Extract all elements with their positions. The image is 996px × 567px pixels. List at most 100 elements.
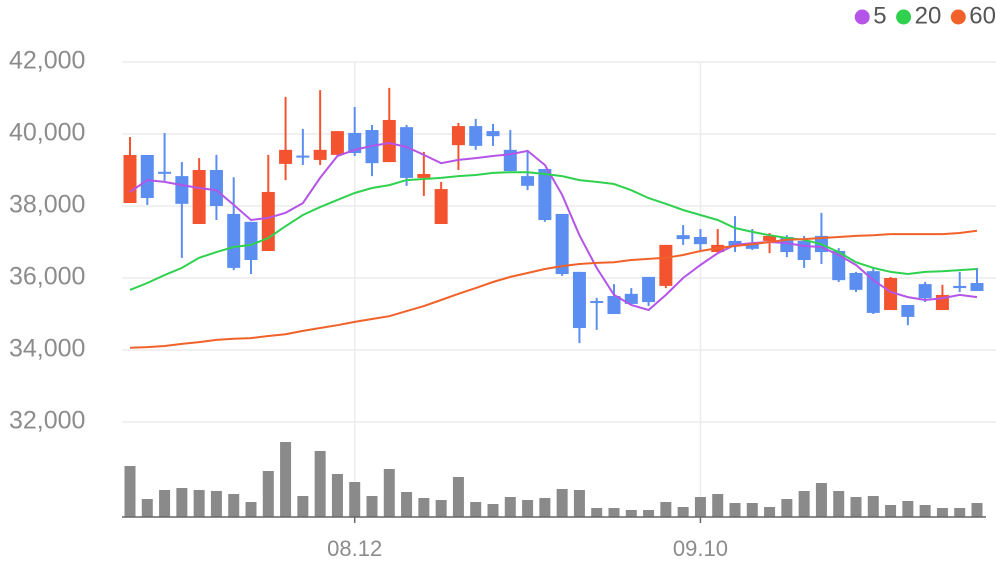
volume-bar: [245, 502, 257, 517]
candle-body: [693, 236, 707, 245]
volume-bar: [573, 490, 585, 517]
volume-bar: [522, 500, 534, 517]
legend-label: 5: [873, 2, 886, 29]
ma-line: [129, 229, 978, 349]
candle-body: [555, 213, 569, 275]
candle-body: [296, 155, 310, 158]
candle-body: [832, 251, 846, 281]
candle-body: [158, 171, 172, 174]
candle-body: [797, 240, 811, 260]
candle-body: [538, 168, 552, 221]
volume-bar: [435, 500, 447, 517]
ma-line: [129, 171, 978, 291]
volume-bar: [228, 494, 240, 517]
y-tick-label: 42,000: [9, 47, 85, 75]
candle-body: [140, 154, 154, 199]
candle-body: [400, 127, 414, 178]
candle-body: [918, 284, 932, 299]
volume-bar: [677, 507, 689, 517]
volume-bar: [418, 498, 430, 517]
volume-bar: [366, 496, 378, 517]
candle-body: [572, 271, 586, 329]
volume-bar: [902, 501, 914, 517]
candle-body: [970, 283, 984, 291]
candle-body: [261, 191, 275, 251]
candle-body: [676, 235, 690, 240]
y-tick-label: 32,000: [9, 407, 85, 435]
candle-body: [330, 131, 344, 155]
y-tick-label: 38,000: [9, 191, 85, 219]
candle-body: [521, 176, 535, 186]
candle-body: [884, 278, 898, 311]
volume-bar: [712, 494, 724, 517]
volume-bar: [470, 502, 482, 517]
candle-body: [642, 276, 656, 303]
volume-bar: [349, 482, 361, 517]
volume-bar: [764, 507, 776, 517]
volume-bar: [643, 510, 655, 517]
candle-body: [469, 126, 483, 146]
volume-bar: [314, 451, 326, 517]
volume-bar: [815, 483, 827, 517]
volume-bar: [280, 442, 292, 517]
legend-swatch: [854, 9, 870, 25]
volume-bar: [833, 491, 845, 517]
volume-bar: [159, 490, 171, 517]
candle-body: [849, 272, 863, 290]
y-tick-label: 40,000: [9, 119, 85, 147]
volume-bar: [694, 497, 706, 517]
volume-bar: [504, 497, 516, 517]
volume-bar: [936, 508, 948, 517]
volume-bar: [193, 490, 205, 517]
volume-bar: [176, 488, 188, 517]
candle-body: [607, 296, 621, 314]
legend-swatch: [896, 9, 912, 25]
candle-body: [728, 240, 742, 246]
volume-bar: [141, 499, 153, 517]
candle-body: [624, 293, 638, 304]
volume-bar: [729, 503, 741, 517]
candle-body: [451, 126, 465, 146]
volume-bar: [262, 471, 274, 517]
candle-body: [901, 305, 915, 317]
volume-bar: [591, 508, 603, 517]
volume-bar: [210, 491, 222, 517]
volume-bar: [850, 497, 862, 517]
volume-bar: [781, 499, 793, 517]
candle-body: [659, 244, 673, 286]
candle-body: [227, 213, 241, 268]
x-tick-label: 08.12: [327, 536, 382, 561]
volume-bar: [660, 502, 672, 517]
y-tick-label: 34,000: [9, 335, 85, 363]
volume-bar: [401, 492, 413, 517]
volume-bar: [556, 489, 568, 517]
legend-label: 20: [915, 2, 942, 29]
candle-body: [209, 170, 223, 206]
volume-bar: [487, 504, 499, 517]
candle-body: [953, 285, 967, 289]
candle-body: [434, 189, 448, 224]
volume-bar: [867, 496, 879, 517]
candle-body: [590, 301, 604, 304]
volume-bar: [798, 491, 810, 517]
candle-body: [382, 119, 396, 163]
volume-bar: [746, 503, 758, 517]
legend-label: 60: [969, 2, 996, 29]
candle-body: [745, 243, 759, 249]
candle-body: [763, 235, 777, 241]
volume-bar: [885, 505, 897, 517]
volume-bar: [539, 498, 551, 517]
volume-bar: [919, 505, 931, 517]
candle-body: [192, 170, 206, 224]
volume-bar: [608, 508, 620, 517]
volume-bar: [971, 503, 983, 517]
volume-bar: [625, 510, 637, 517]
volume-bar: [452, 477, 464, 517]
candle-body: [279, 149, 293, 164]
candle-body: [244, 221, 258, 260]
volume-bar: [383, 469, 395, 517]
y-tick-label: 36,000: [9, 263, 85, 291]
ma-line: [129, 141, 978, 312]
